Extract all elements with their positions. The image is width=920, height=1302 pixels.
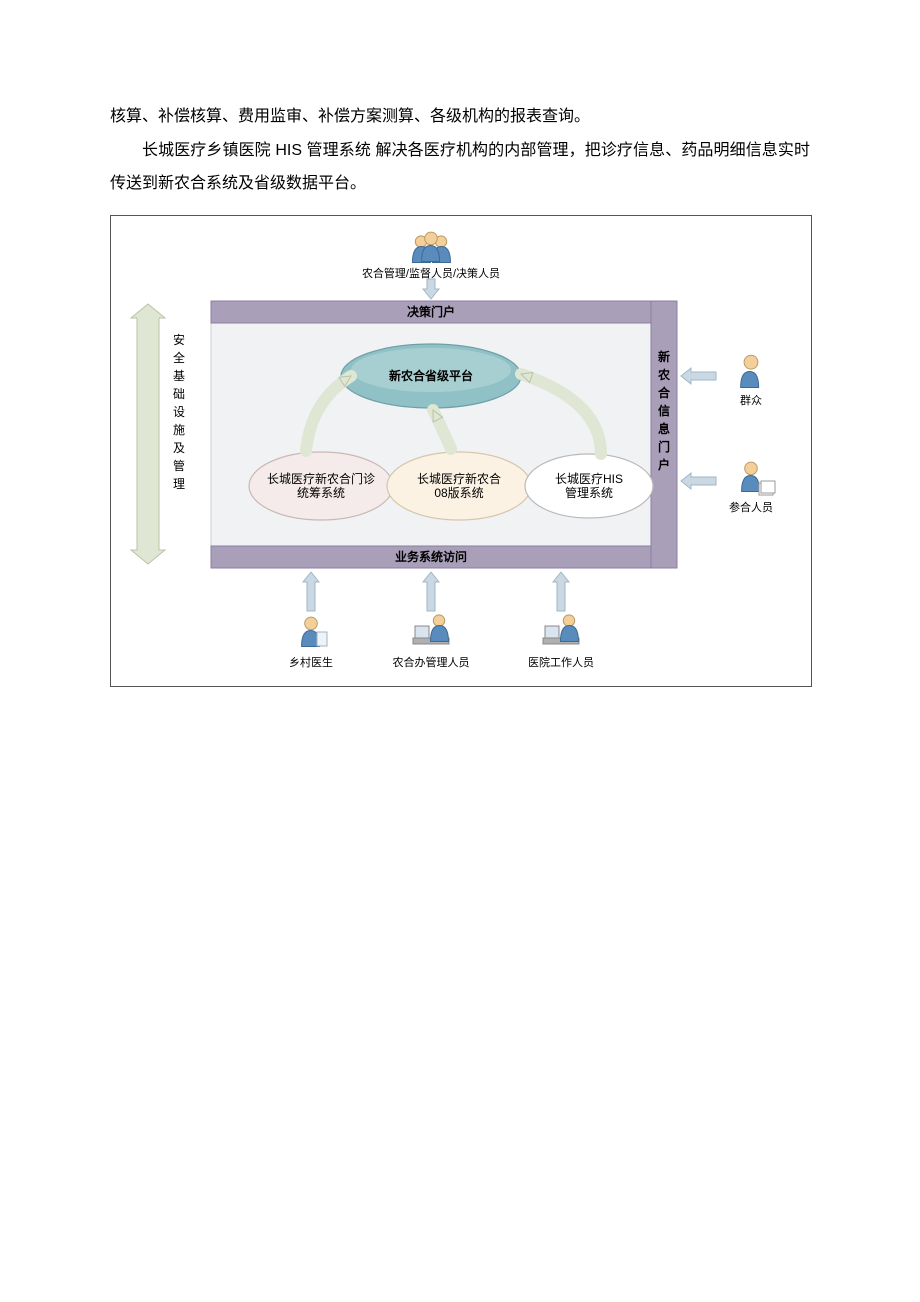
info-portal-label: 门: [658, 439, 670, 454]
info-portal-label: 息: [658, 421, 670, 436]
managers-label: 农合管理/监督人员/决策人员: [362, 266, 500, 280]
office-staff-icon-screen: [415, 626, 429, 638]
security-label: 及: [173, 441, 185, 455]
his-node-label: 管理系统: [565, 485, 613, 500]
office-staff-icon: [430, 615, 448, 642]
security-label: 设: [173, 405, 185, 419]
decision-portal-label: 决策门户: [407, 304, 455, 319]
down-arrow-icon: [423, 279, 439, 299]
up-arrow-icon: [553, 572, 569, 611]
info-portal-label: 农: [657, 367, 670, 382]
public-label: 群众: [740, 393, 762, 407]
members-label: 参合人员: [729, 500, 773, 514]
security-label: 全: [173, 350, 185, 365]
public-icon: [741, 355, 759, 387]
outpatient-node-label: 统筹系统: [297, 486, 345, 500]
outpatient-node-label: 长城医疗新农合门诊: [267, 471, 375, 486]
hospital-staff-label: 医院工作人员: [528, 655, 594, 669]
info-portal-label: 新: [658, 349, 670, 364]
security-label: 管: [173, 458, 185, 473]
info-portal-label: 户: [658, 457, 670, 472]
left-arrow-icon: [681, 368, 716, 384]
security-label: 基: [173, 369, 185, 383]
his-node-label: 长城医疗HIS: [555, 472, 623, 486]
up-arrow-icon: [423, 572, 439, 611]
security-arrow: [131, 304, 165, 564]
business-access-label: 业务系统访问: [395, 549, 467, 564]
office-staff-label: 农合办管理人员: [393, 655, 470, 669]
up-arrow-icon: [303, 572, 319, 611]
architecture-diagram: 决策门户业务系统访问 新农合信息门户 安全基础设施及管理 新农合省级平台长城医疗新农合…: [110, 215, 812, 687]
ncs08-node-label: 08版系统: [434, 486, 483, 500]
hospital-staff-icon: [560, 615, 578, 642]
platform-label: 新农合省级平台: [389, 368, 473, 383]
security-label: 施: [173, 423, 185, 437]
paragraph-1: 核算、补偿核算、费用监审、补偿方案测算、各级机构的报表查询。: [110, 100, 810, 134]
members-icon-papers: [761, 481, 775, 493]
ncs08-node-label: 长城医疗新农合: [417, 471, 501, 486]
paragraph-2: 长城医疗乡镇医院 HIS 管理系统 解决各医疗机构的内部管理，把诊疗信息、药品明…: [110, 134, 810, 201]
village-doctor-icon-bag: [317, 632, 327, 646]
left-arrow-icon: [681, 473, 716, 489]
info-portal-label: 信: [658, 403, 670, 418]
security-label: 础: [173, 387, 185, 401]
members-icon: [742, 462, 760, 491]
security-label: 安: [173, 332, 185, 347]
village-doctor-label: 乡村医生: [289, 655, 333, 669]
hospital-staff-icon-screen: [545, 626, 559, 638]
info-portal-label: 合: [658, 385, 671, 400]
security-label: 理: [173, 477, 185, 491]
